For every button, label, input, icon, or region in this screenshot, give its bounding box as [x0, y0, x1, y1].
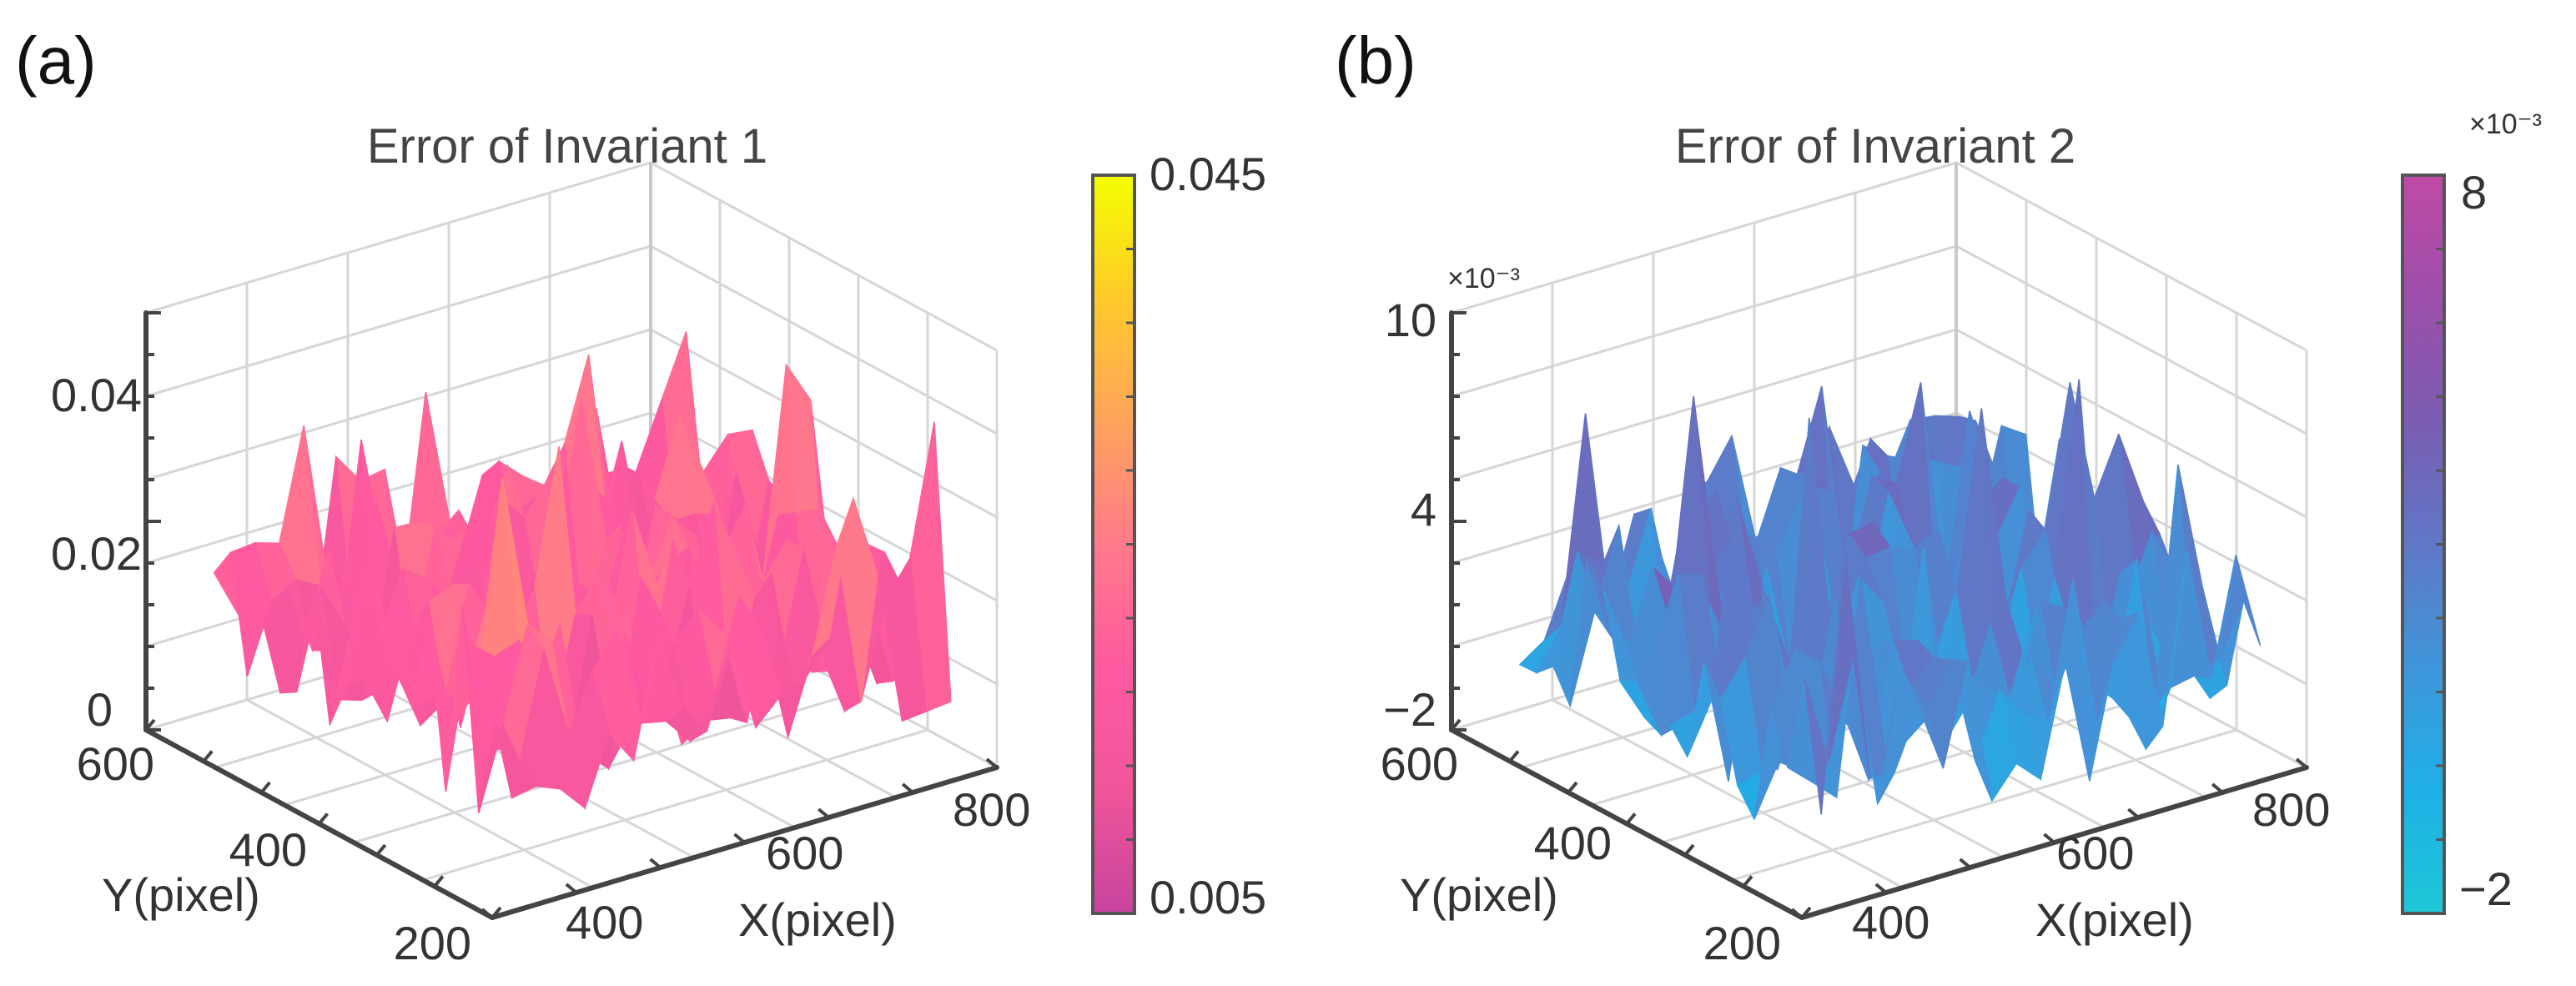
y-tick [1450, 718, 1462, 732]
z-tick-label-a-1: 0.02 [51, 527, 142, 580]
x-tick [2211, 782, 2224, 794]
grid-line [145, 161, 998, 352]
z-tick-label-a-0: 0 [87, 683, 113, 736]
grid-line [1451, 161, 2307, 352]
surface-patch [494, 723, 537, 799]
y-tick [433, 875, 445, 888]
x-tick [985, 757, 999, 769]
x-tick [480, 908, 494, 919]
z-tick-label-b-0: −2 [1383, 683, 1436, 736]
y-tick [1625, 812, 1637, 825]
x-tick [901, 782, 914, 794]
colorbar-ticks-b [2436, 174, 2444, 915]
x-tick [2127, 807, 2140, 819]
panel-b: (b) Error of Invariant 2 ×10⁻³ −2 4 10 2… [1335, 23, 2542, 969]
x-tick [818, 807, 830, 819]
y-tick [375, 843, 387, 857]
x-tick-label-a-0: 400 [566, 896, 643, 948]
x-tick [565, 883, 578, 894]
z-tick-label-b-2: 10 [1385, 294, 1436, 346]
panel-a: (a) Error of Invariant 1 0 0.02 0.04 200… [15, 23, 1266, 969]
axes-lines-a [143, 310, 999, 920]
x-tick [1959, 858, 1971, 869]
x-tick-label-b-2: 800 [2252, 783, 2330, 836]
x-tick [2295, 757, 2308, 769]
surface-a [213, 331, 952, 813]
y-tick [317, 812, 330, 825]
y-tick [1508, 750, 1520, 762]
y-tick-label-b-2: 600 [1381, 737, 1458, 790]
colorbar-min-label-a: 0.005 [1150, 871, 1266, 923]
y-axis-label-b: Y(pixel) [1400, 868, 1558, 921]
y-tick [1683, 843, 1695, 857]
colorbar-min-label-b: −2 [2459, 863, 2513, 915]
y-tick [144, 718, 156, 732]
y-tick-label-b-1: 400 [1534, 817, 1612, 869]
y-tick [1742, 875, 1753, 888]
x-tick [649, 858, 662, 869]
x-tick [1874, 883, 1888, 894]
panel-label-a: (a) [15, 23, 97, 98]
y-tick [259, 781, 271, 794]
x-axis-label-a: X(pixel) [738, 893, 897, 946]
y-tick-label-a-2: 600 [77, 737, 154, 790]
z-tick-label-b-1: 4 [1411, 483, 1436, 536]
x-tick [1790, 908, 1804, 919]
chart-title-b: Error of Invariant 2 [1675, 119, 2075, 174]
y-tick [1567, 781, 1578, 794]
chart-title-a: Error of Invariant 1 [367, 119, 767, 174]
y-tick [1800, 906, 1812, 919]
x-tick [2043, 833, 2055, 844]
surface-patch [1804, 555, 1847, 815]
x-tick-label-b-0: 400 [1852, 896, 1929, 948]
x-tick-label-a-2: 800 [953, 783, 1030, 836]
z-exponent-label-b: ×10⁻³ [1447, 263, 1520, 294]
y-axis-label-a: Y(pixel) [102, 868, 260, 921]
x-axis-label-b: X(pixel) [2035, 893, 2194, 946]
z-tick-label-a-2: 0.04 [51, 369, 142, 421]
y-tick [491, 906, 502, 919]
colorbar-max-label-a: 0.045 [1150, 148, 1266, 200]
axes-lines-b [1449, 310, 2309, 920]
y-tick-label-a-1: 400 [229, 823, 307, 876]
colorbar-exponent-label-b: ×10⁻³ [2469, 108, 2542, 140]
surface-b [1518, 379, 2262, 821]
x-tick-label-a-1: 600 [766, 827, 843, 879]
y-tick-label-b-0: 200 [1703, 917, 1781, 969]
panel-label-b: (b) [1335, 23, 1416, 98]
x-tick [733, 833, 746, 844]
x-tick-label-b-1: 600 [2056, 827, 2134, 879]
y-tick [202, 750, 214, 762]
colorbar-max-label-b: 8 [2461, 166, 2487, 219]
colorbar-ticks-a [1126, 174, 1135, 915]
y-tick-label-a-0: 200 [394, 917, 471, 969]
